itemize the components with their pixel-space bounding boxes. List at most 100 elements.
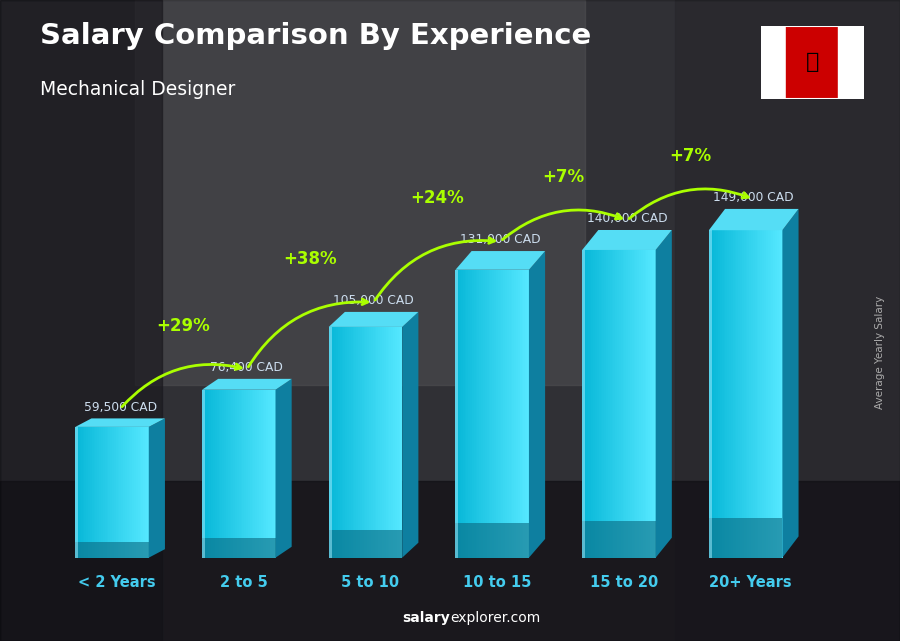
Bar [492, 270, 494, 558]
Bar [99, 427, 101, 558]
Bar [733, 230, 734, 558]
Bar [215, 390, 217, 558]
Bar [360, 327, 362, 558]
Bar [86, 427, 88, 558]
Bar [259, 390, 261, 558]
Bar [643, 250, 644, 558]
Bar [508, 270, 510, 558]
Bar [716, 230, 718, 558]
Polygon shape [275, 379, 292, 558]
Polygon shape [76, 419, 165, 427]
Bar [582, 250, 584, 558]
Bar [760, 26, 787, 99]
Bar [597, 250, 598, 558]
Bar [635, 250, 637, 558]
Bar [598, 250, 600, 558]
Text: +7%: +7% [670, 147, 711, 165]
Bar [90, 427, 92, 558]
Bar [518, 270, 520, 558]
Bar [118, 427, 120, 558]
Bar [83, 427, 85, 558]
Bar [208, 390, 210, 558]
Bar [494, 270, 496, 558]
Bar [626, 250, 628, 558]
Bar [238, 390, 240, 558]
Bar [338, 327, 340, 558]
Bar [274, 390, 275, 558]
Bar [464, 270, 466, 558]
Polygon shape [455, 251, 545, 270]
Bar [648, 250, 651, 558]
Bar [141, 427, 143, 558]
Bar [222, 390, 224, 558]
Bar [224, 390, 226, 558]
Text: 🍁: 🍁 [806, 53, 819, 72]
Text: 131,000 CAD: 131,000 CAD [460, 233, 541, 246]
Bar [244, 390, 247, 558]
Bar [374, 327, 376, 558]
Bar [632, 250, 634, 558]
Bar [482, 270, 483, 558]
Bar [104, 427, 106, 558]
Bar [630, 250, 632, 558]
Bar [351, 327, 353, 558]
Bar [736, 230, 738, 558]
Text: +38%: +38% [284, 250, 337, 268]
Polygon shape [656, 230, 671, 558]
Bar [147, 427, 149, 558]
Bar [483, 270, 485, 558]
Bar [838, 26, 864, 99]
Text: Mechanical Designer: Mechanical Designer [40, 80, 236, 99]
Bar [81, 427, 83, 558]
Bar [266, 390, 268, 558]
Bar [639, 250, 641, 558]
Bar [332, 327, 335, 558]
Bar [217, 390, 219, 558]
Bar [0, 481, 900, 641]
Bar [127, 427, 129, 558]
Bar [455, 270, 457, 558]
Bar [97, 427, 99, 558]
Bar [339, 327, 342, 558]
Bar [108, 427, 111, 558]
Bar [724, 230, 725, 558]
Bar [644, 250, 646, 558]
Text: 5 to 10: 5 to 10 [341, 575, 400, 590]
Bar [604, 250, 607, 558]
Bar [752, 230, 753, 558]
Bar [489, 270, 491, 558]
Bar [233, 390, 235, 558]
Bar [347, 327, 349, 558]
Bar [764, 230, 766, 558]
Bar [342, 327, 344, 558]
Bar [371, 327, 373, 558]
Bar [500, 270, 501, 558]
Polygon shape [782, 209, 798, 558]
Bar [760, 230, 762, 558]
Bar [0, 0, 162, 641]
Bar [344, 327, 346, 558]
Bar [393, 327, 395, 558]
Bar [653, 250, 656, 558]
Bar [496, 270, 498, 558]
Bar [116, 427, 118, 558]
Bar [399, 327, 400, 558]
Text: 20+ Years: 20+ Years [709, 575, 792, 590]
Bar [480, 270, 482, 558]
Bar [722, 230, 724, 558]
Bar [272, 390, 274, 558]
Bar [595, 250, 597, 558]
Bar [522, 270, 524, 558]
Bar [364, 327, 365, 558]
Text: Salary Comparison By Experience: Salary Comparison By Experience [40, 22, 592, 51]
Bar [135, 0, 585, 385]
Bar [230, 390, 231, 558]
Polygon shape [328, 312, 418, 327]
Text: +24%: +24% [410, 189, 464, 207]
Bar [718, 230, 720, 558]
Bar [738, 230, 740, 558]
Bar [328, 327, 332, 558]
Bar [637, 250, 639, 558]
Bar [226, 390, 228, 558]
Bar [268, 390, 270, 558]
